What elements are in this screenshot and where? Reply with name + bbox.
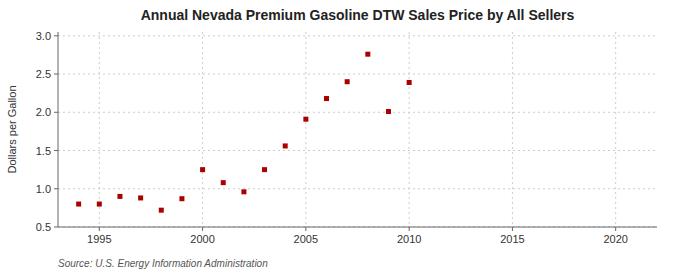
chart: Annual Nevada Premium Gasoline DTW Sales…: [0, 0, 675, 275]
x-tick-label: 2015: [500, 233, 524, 245]
y-tick-label: 0.5: [36, 221, 51, 233]
x-grid-line: [615, 32, 616, 227]
data: [76, 52, 411, 213]
x-tick: [512, 227, 513, 231]
y-grid-line: [58, 227, 657, 228]
point: [283, 143, 288, 148]
x-tick-label: 2010: [397, 233, 421, 245]
x-tick: [615, 227, 616, 231]
y-axis-label: Dollars per Gallon: [6, 85, 18, 173]
y-tick: [54, 35, 58, 36]
point: [117, 194, 122, 199]
point: [138, 195, 143, 200]
source: Source: U.S. Energy Information Administ…: [58, 258, 268, 269]
x-grid-line: [99, 32, 100, 227]
x-tick-label: 1995: [87, 233, 111, 245]
x-tick-label: 2005: [294, 233, 318, 245]
point: [386, 109, 391, 114]
title: Annual Nevada Premium Gasoline DTW Sales…: [141, 7, 575, 23]
y-grid-line: [58, 35, 657, 36]
x-tick: [99, 227, 100, 231]
point: [303, 117, 308, 122]
point: [324, 96, 329, 101]
x-grid-line: [512, 32, 513, 227]
x-tick-label: 2020: [603, 233, 627, 245]
y-tick-label: 2.5: [36, 68, 51, 80]
y-grid-line: [58, 112, 657, 113]
x-grid-line: [305, 32, 306, 227]
y-tick-label: 1.5: [36, 145, 51, 157]
x-tick: [409, 227, 410, 231]
point: [159, 208, 164, 213]
point: [262, 167, 267, 172]
y-tick-label: 3.0: [36, 30, 51, 42]
point: [179, 196, 184, 201]
y-tick: [54, 74, 58, 75]
y-grid-line: [58, 74, 657, 75]
y-grid-line: [58, 150, 657, 151]
y-tick: [54, 112, 58, 113]
y-tick-label: 1.0: [36, 183, 51, 195]
point: [407, 80, 412, 85]
y-grid-line: [58, 188, 657, 189]
x-grid-line: [409, 32, 410, 227]
point: [365, 52, 370, 57]
x-grid-line: [202, 32, 203, 227]
y-tick: [54, 188, 58, 189]
grid: [58, 32, 657, 227]
point: [97, 202, 102, 207]
background: [0, 0, 675, 275]
y-tick: [54, 227, 58, 228]
x-tick: [305, 227, 306, 231]
x-tick-label: 2000: [190, 233, 214, 245]
point: [221, 180, 226, 185]
y-tick: [54, 150, 58, 151]
y-tick-label: 2.0: [36, 106, 51, 118]
x-tick: [202, 227, 203, 231]
point: [200, 167, 205, 172]
y-axis-line: [58, 32, 59, 227]
x-axis-line: [58, 227, 657, 228]
point: [345, 79, 350, 84]
point: [241, 189, 246, 194]
axes: 1995 2000 2005 2010 2015 2020 0.5 1.0 1.5 2.0 2.5 3…: [36, 30, 657, 245]
point: [76, 202, 81, 207]
